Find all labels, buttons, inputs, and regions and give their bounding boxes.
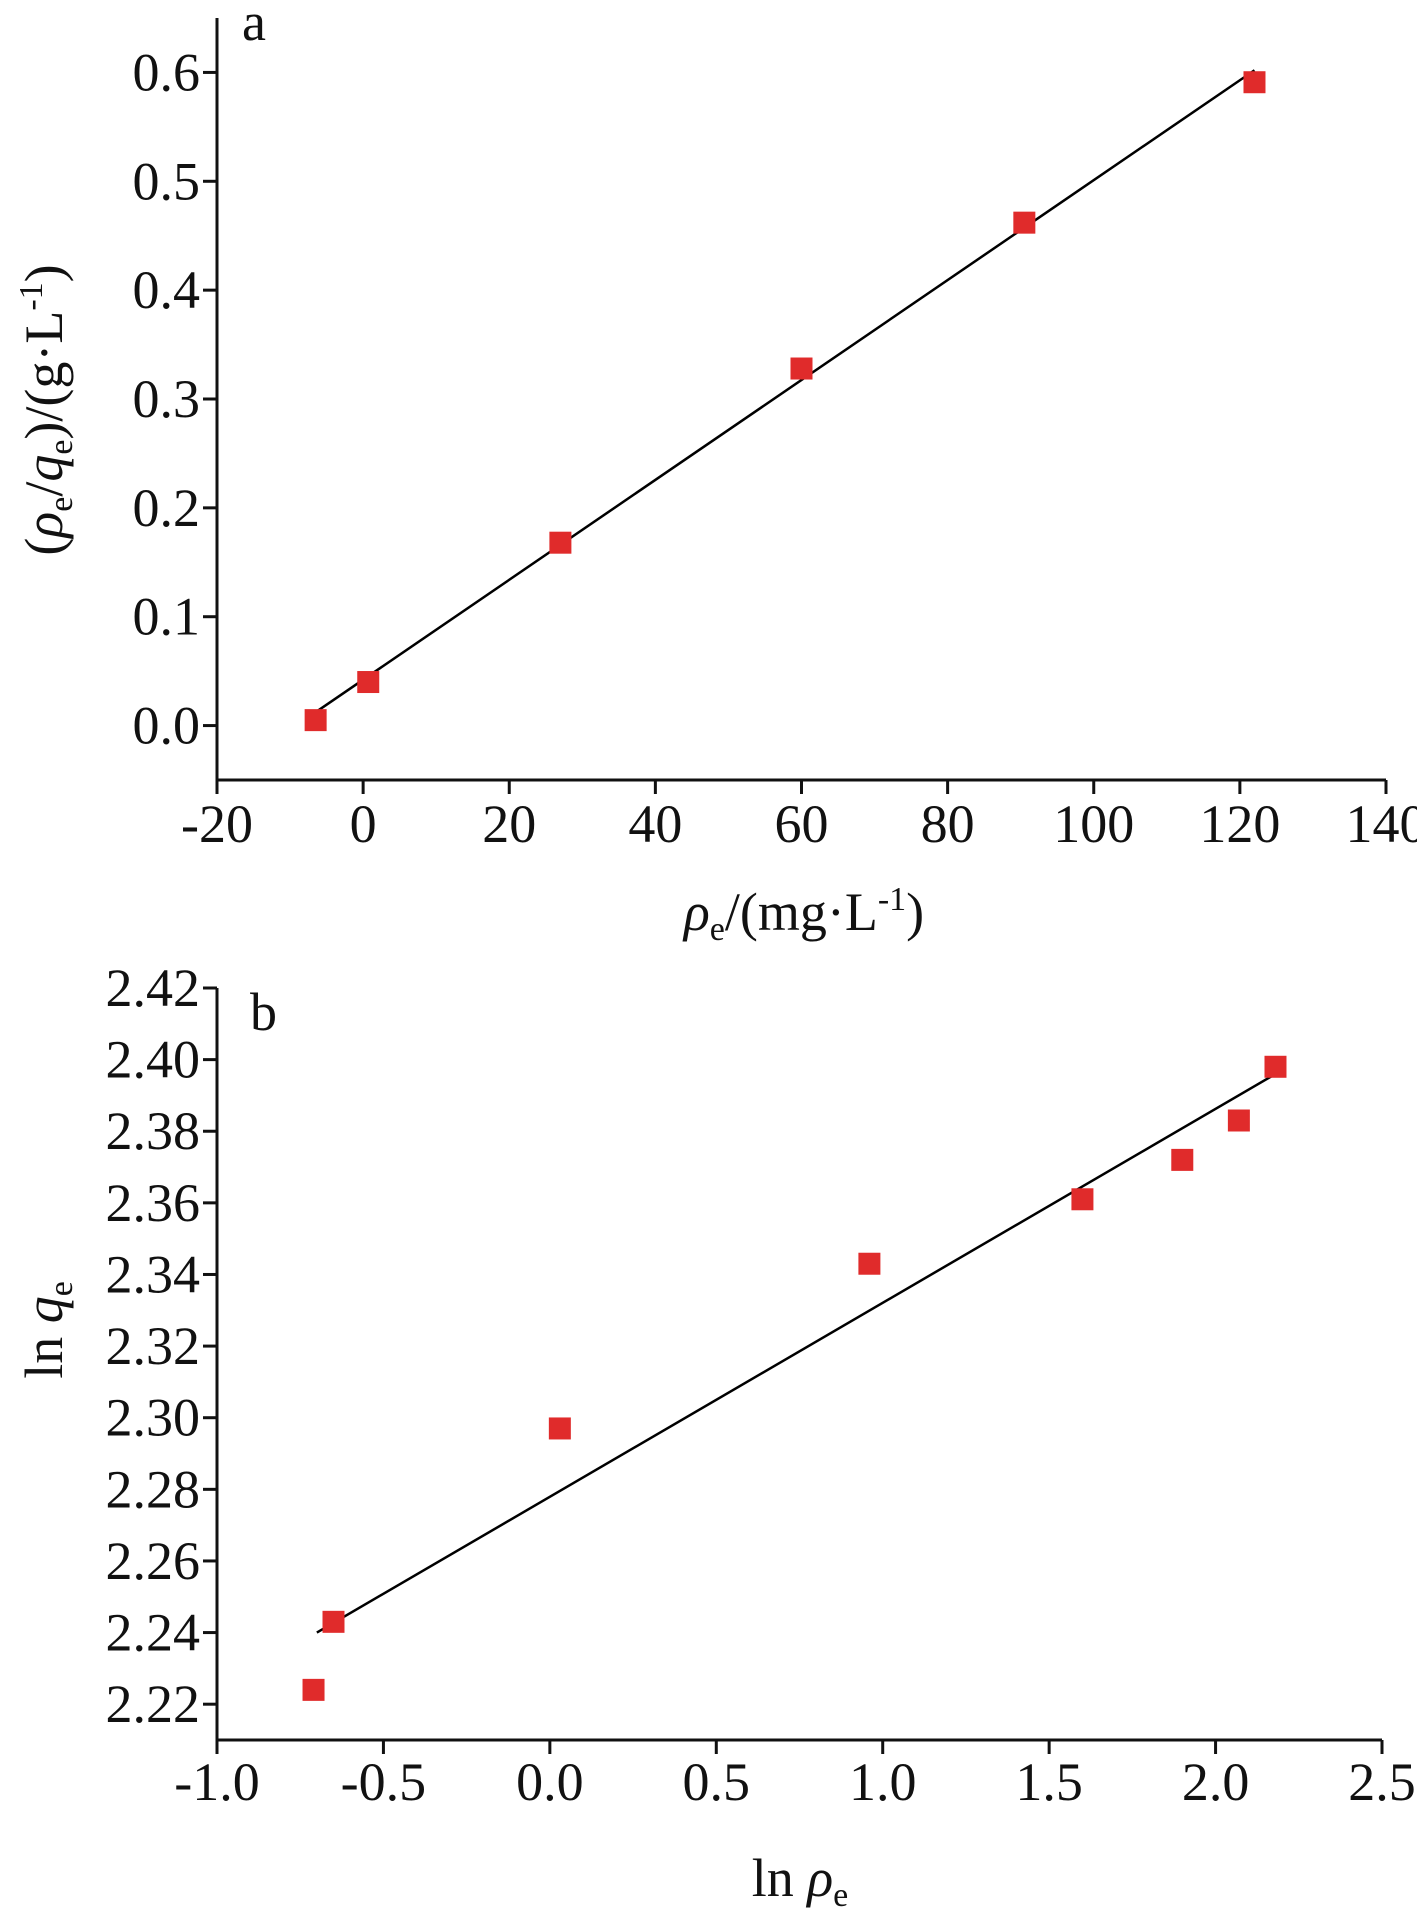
panel-b-x-axis-title: ln ρe [752, 1848, 849, 1913]
y-tick-label: 0.6 [133, 42, 201, 102]
y-tick-label: 0.2 [133, 478, 201, 538]
data-point [1264, 1055, 1287, 1078]
fit-line [316, 1072, 1277, 1634]
data-point [1071, 1188, 1094, 1211]
y-tick-label: 2.22 [106, 1674, 201, 1734]
panel-b-fit-line [316, 1072, 1277, 1634]
data-point [1243, 71, 1266, 94]
x-tick-label: 2.5 [1348, 1752, 1416, 1812]
y-tick-label: 2.28 [106, 1459, 201, 1519]
panel-a-fit-line [311, 69, 1256, 716]
y-tick-label: 2.40 [106, 1030, 201, 1090]
data-point [790, 357, 813, 380]
x-tick-label: 1.5 [1015, 1752, 1083, 1812]
y-tick-label: 2.42 [106, 958, 201, 1018]
y-tick-label: 2.24 [106, 1603, 201, 1663]
y-tick-label: 0.5 [133, 151, 201, 211]
panel-a-label: a [242, 0, 266, 52]
x-tick-label: 140 [1346, 794, 1417, 854]
panel-a: a -20 0 20 40 60 80 100 120 140 0.00.10.20.30.40… [13, 0, 1417, 948]
panel-a-points [304, 71, 1266, 732]
y-tick-label: 2.32 [106, 1316, 201, 1376]
x-tick-label: 2.0 [1182, 1752, 1250, 1812]
panel-a-y-ticks: 0.0 0.1 0.2 0.3 0.4 0.5 0.6 [133, 42, 217, 756]
y-tick-label: 2.34 [106, 1244, 201, 1304]
data-point [549, 531, 572, 554]
x-tick-label: -1.0 [174, 1752, 259, 1812]
y-tick-label: 2.30 [106, 1388, 201, 1448]
panel-b-x-ticks: -1.0 -0.5 0.0 0.5 1.0 1.5 2.0 2.5 [174, 1740, 1416, 1812]
panel-b-y-ticks: 2.22 2.24 2.26 2.28 2.30 2.32 2.34 2.36 2.38 2.40… [106, 958, 217, 1734]
y-tick-label: 2.38 [106, 1101, 201, 1161]
x-tick-label: 120 [1199, 794, 1280, 854]
y-tick-label: 0.0 [133, 696, 201, 756]
x-tick-label: 80 [921, 794, 975, 854]
x-tick-label: 0 [350, 794, 377, 854]
data-point [304, 709, 327, 732]
x-tick-label: -20 [181, 794, 253, 854]
y-tick-label: 0.3 [133, 369, 201, 429]
x-tick-label: 60 [775, 794, 829, 854]
x-tick-label: 20 [482, 794, 536, 854]
data-point [302, 1678, 325, 1701]
panel-b-label: b [250, 982, 277, 1042]
panel-b-y-axis-title: ln qe [14, 1281, 80, 1379]
y-tick-label: 0.4 [133, 260, 201, 320]
data-point [1171, 1148, 1194, 1171]
x-tick-label: 40 [628, 794, 682, 854]
data-point [357, 671, 380, 694]
y-tick-label: 0.1 [133, 587, 201, 647]
panel-b: b -1.0 -0.5 0.0 0.5 1.0 1.5 2.0 2.5 2.222.242.2… [14, 958, 1416, 1913]
panel-a-x-ticks: -20 0 20 40 60 80 100 120 140 [181, 780, 1417, 854]
data-point [548, 1417, 571, 1440]
data-point [322, 1610, 345, 1633]
x-tick-label: -0.5 [341, 1752, 426, 1812]
data-point [1013, 211, 1036, 234]
panel-a-x-axis-title: ρe/(mg·L-1) [682, 881, 924, 948]
data-point [1227, 1109, 1250, 1132]
x-tick-label: 0.0 [516, 1752, 584, 1812]
panel-a-y-axis-title: (ρe/qe)/(g·L-1) [13, 264, 80, 555]
panel-b-points [302, 1055, 1287, 1701]
y-tick-label: 2.36 [106, 1173, 201, 1233]
fit-line [311, 69, 1256, 716]
x-tick-label: 0.5 [683, 1752, 751, 1812]
y-tick-label: 2.26 [106, 1531, 201, 1591]
x-tick-label: 1.0 [849, 1752, 917, 1812]
data-point [858, 1252, 881, 1275]
x-tick-label: 100 [1053, 794, 1134, 854]
